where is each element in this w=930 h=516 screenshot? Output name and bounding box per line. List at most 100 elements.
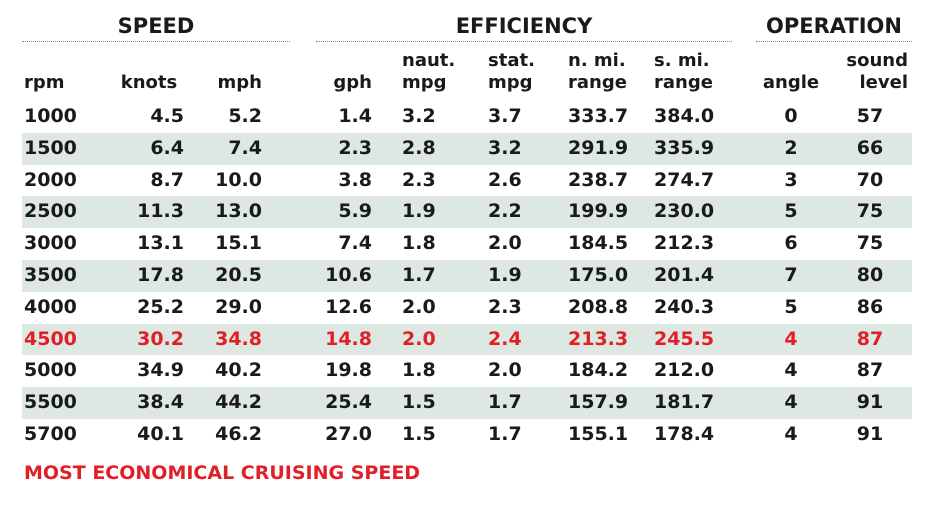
cell-knots: 8.7 [150, 168, 184, 191]
cell-gph: 1.4 [338, 105, 372, 127]
cell-gph: 5.9 [338, 200, 372, 223]
cell-naut-mpg: 2.3 [402, 168, 436, 191]
cell-naut-mpg: 1.8 [402, 232, 436, 255]
cell-naut-mpg: 2.0 [402, 327, 436, 350]
cell-naut-mpg: 1.9 [402, 200, 436, 223]
cell-rpm: 3000 [24, 232, 77, 255]
column-header-gph: gph [333, 72, 372, 93]
cell-knots: 4.5 [150, 105, 184, 127]
cell-gph: 19.8 [325, 359, 372, 382]
table-row: 3500 17.8 20.5 10.6 1.7 1.9 175.0 201.4 7 80 [22, 259, 912, 292]
cell-sound: 86 [856, 295, 884, 318]
cell-mph: 10.0 [215, 168, 262, 191]
table-row: 1500 6.4 7.4 2.3 2.8 3.2 291.9 335.9 2 66 [22, 132, 912, 165]
cell-sound: 75 [856, 232, 884, 255]
cell-s-range: 274.7 [654, 168, 715, 191]
cell-rpm: 5700 [24, 422, 77, 445]
column-header-s-range: s. mi. range [654, 50, 713, 93]
cell-knots: 6.4 [150, 136, 184, 159]
column-headers: rpm knots mph gph naut. mpg stat. mpg n. mi. r… [22, 46, 912, 94]
cell-s-range: 212.0 [654, 359, 715, 382]
table-row: 2000 8.7 10.0 3.8 2.3 2.6 238.7 274.7 3 70 [22, 165, 912, 197]
cell-n-range: 184.2 [568, 359, 629, 382]
cell-naut-mpg: 2.8 [402, 136, 436, 159]
cell-rpm: 5000 [24, 359, 77, 382]
cell-stat-mpg: 2.2 [488, 200, 522, 223]
cell-rpm: 2000 [24, 168, 77, 191]
cell-stat-mpg: 2.6 [488, 168, 522, 191]
cell-s-range: 212.3 [654, 232, 715, 255]
cell-sound: 87 [856, 327, 884, 350]
cell-n-range: 333.7 [568, 105, 629, 127]
cell-angle: 6 [784, 232, 798, 255]
cell-stat-mpg: 1.9 [488, 263, 522, 286]
cell-n-range: 184.5 [568, 232, 629, 255]
table-row: 2500 11.3 13.0 5.9 1.9 2.2 199.9 230.0 5 75 [22, 196, 912, 229]
cell-gph: 7.4 [338, 232, 372, 255]
cell-sound: 91 [856, 391, 884, 414]
cell-sound: 57 [856, 105, 884, 127]
cell-n-range: 213.3 [568, 327, 629, 350]
cell-naut-mpg: 2.0 [402, 295, 436, 318]
data-table: 1000 4.5 5.2 1.4 3.2 3.7 333.7 384.0 0 57 1500 6.4 7… [22, 101, 912, 451]
cell-knots: 13.1 [137, 232, 184, 255]
column-header-naut-mpg: naut. mpg [402, 50, 456, 93]
column-header-sound: sound level [846, 50, 908, 93]
cell-rpm: 2500 [24, 200, 77, 223]
cell-rpm: 5500 [24, 391, 77, 414]
cell-stat-mpg: 3.2 [488, 136, 522, 159]
cell-angle: 4 [784, 327, 798, 350]
cell-knots: 25.2 [137, 295, 184, 318]
cell-s-range: 178.4 [654, 422, 715, 445]
cell-gph: 27.0 [325, 422, 372, 445]
cell-stat-mpg: 2.0 [488, 232, 522, 255]
cell-naut-mpg: 1.7 [402, 263, 436, 286]
table-row: 5700 40.1 46.2 27.0 1.5 1.7 155.1 178.4 4 91 [22, 419, 912, 451]
cell-mph: 29.0 [215, 295, 262, 318]
column-header-rpm: rpm [24, 72, 65, 93]
cell-mph: 40.2 [215, 359, 262, 382]
table-row-highlighted: 4500 30.2 34.8 14.8 2.0 2.4 213.3 245.5 4 87 [22, 323, 912, 356]
cell-mph: 13.0 [215, 200, 262, 223]
cell-angle: 4 [784, 391, 798, 414]
group-header-operation: OPERATION [756, 12, 912, 42]
table-row: 5500 38.4 44.2 25.4 1.5 1.7 157.9 181.7 4 91 [22, 387, 912, 419]
cell-s-range: 245.5 [654, 327, 715, 350]
cell-s-range: 230.0 [654, 200, 715, 223]
cell-knots: 17.8 [137, 263, 184, 286]
cell-knots: 11.3 [137, 200, 184, 223]
cell-naut-mpg: 1.5 [402, 422, 436, 445]
cell-stat-mpg: 3.7 [488, 105, 522, 127]
most-economical-note: MOST ECONOMICAL CRUISING SPEED [24, 462, 421, 484]
cell-mph: 7.4 [228, 136, 262, 159]
cell-s-range: 240.3 [654, 295, 715, 318]
cell-angle: 2 [784, 136, 798, 159]
cell-s-range: 335.9 [654, 136, 715, 159]
cell-knots: 38.4 [137, 391, 184, 414]
cell-mph: 5.2 [228, 105, 262, 127]
cell-knots: 40.1 [137, 422, 184, 445]
cell-angle: 5 [784, 295, 798, 318]
cell-s-range: 201.4 [654, 263, 715, 286]
cell-gph: 2.3 [338, 136, 372, 159]
cell-n-range: 199.9 [568, 200, 629, 223]
cell-n-range: 208.8 [568, 295, 629, 318]
cell-gph: 10.6 [325, 263, 372, 286]
column-header-n-range: n. mi. range [568, 50, 627, 93]
cell-rpm: 1500 [24, 136, 77, 159]
cell-stat-mpg: 2.4 [488, 327, 522, 350]
cell-naut-mpg: 1.5 [402, 391, 436, 414]
column-header-mph: mph [217, 72, 262, 93]
cell-angle: 0 [784, 105, 798, 127]
cell-n-range: 238.7 [568, 168, 629, 191]
table-row: 1000 4.5 5.2 1.4 3.2 3.7 333.7 384.0 0 57 [22, 101, 912, 133]
cell-sound: 80 [856, 263, 884, 286]
cell-angle: 3 [784, 168, 798, 191]
cell-stat-mpg: 1.7 [488, 391, 522, 414]
column-header-angle: angle [762, 72, 820, 93]
cell-rpm: 4000 [24, 295, 77, 318]
cell-stat-mpg: 1.7 [488, 422, 522, 445]
cell-naut-mpg: 3.2 [402, 105, 436, 127]
table-row: 4000 25.2 29.0 12.6 2.0 2.3 208.8 240.3 5 86 [22, 292, 912, 324]
cell-sound: 70 [856, 168, 884, 191]
